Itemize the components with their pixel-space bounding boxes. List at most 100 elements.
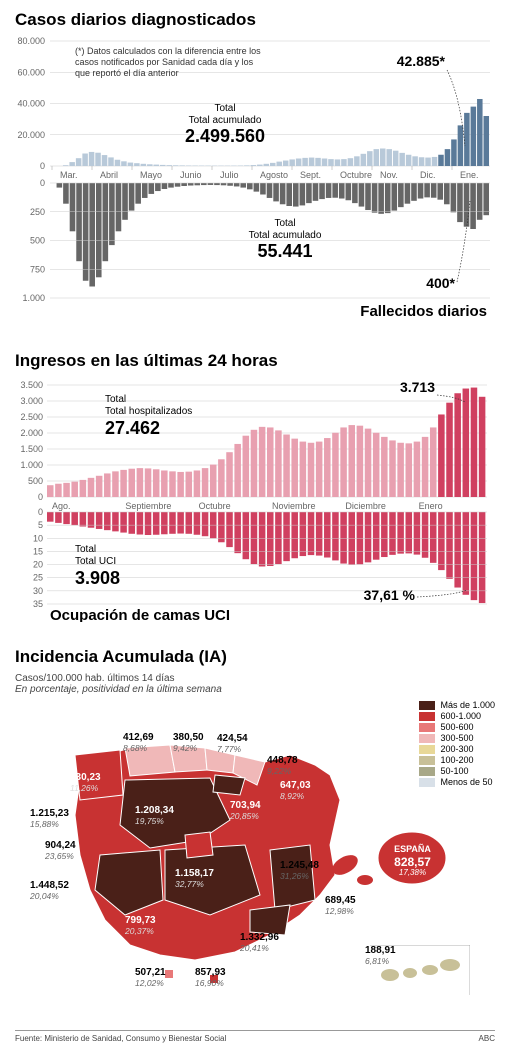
s2-total-val: 55.441 [257, 241, 312, 261]
region-asturias: 412,698,68% [123, 732, 154, 753]
svg-text:10: 10 [33, 533, 43, 543]
region-andalucia: 799,7320,37% [125, 915, 156, 936]
svg-text:60.000: 60.000 [17, 67, 45, 77]
svg-text:Julio: Julio [220, 170, 239, 180]
svg-text:Octubre: Octubre [199, 501, 231, 511]
spain-badge: ESPAÑA 828,57 17,38% [375, 830, 450, 890]
region-paisvasco: 424,547,77% [217, 733, 248, 754]
svg-text:2.500: 2.500 [20, 412, 43, 422]
svg-text:3.000: 3.000 [20, 396, 43, 406]
s1-callout: 42.885* [397, 53, 446, 69]
svg-text:Junio: Junio [180, 170, 202, 180]
s4-total-val: 3.908 [75, 568, 120, 588]
svg-text:1.000: 1.000 [20, 460, 43, 470]
svg-text:Total: Total [105, 394, 126, 405]
s3-total-lbl: Total hospitalizados [105, 406, 192, 417]
s3-total-val: 27.462 [105, 418, 160, 438]
legend-item: 300-500 [419, 733, 495, 743]
svg-text:250: 250 [30, 207, 45, 217]
svg-text:Sept.: Sept. [300, 170, 321, 180]
hosp-chart: 0 500 1.000 1.500 2.000 2.500 3.000 3.500 Total… [15, 377, 495, 622]
legend-item: 100-200 [419, 755, 495, 765]
svg-text:Mar.: Mar. [60, 170, 78, 180]
source-line: Fuente: Ministerio de Sanidad, Consumo y… [15, 1030, 495, 1043]
map-sub2: En porcentaje, positividad en la última … [15, 684, 495, 695]
svg-text:Octubre: Octubre [340, 170, 372, 180]
region-extremadura: 1.448,5220,04% [30, 880, 69, 901]
region-murcia: 1.332,9620,41% [240, 932, 279, 953]
s1-total-lbl2: Total acumulado [189, 115, 262, 126]
s4-callout: 37,61 % [364, 587, 416, 603]
region-castillamancha: 1.158,1732,77% [175, 868, 214, 889]
region-cantabria: 380,509,42% [173, 732, 204, 753]
svg-text:Dic.: Dic. [420, 170, 436, 180]
svg-text:40.000: 40.000 [17, 99, 45, 109]
svg-text:Ene.: Ene. [460, 170, 479, 180]
region-valencia: 1.245,4831,26% [280, 860, 319, 881]
svg-text:5: 5 [38, 520, 43, 530]
footnote: (*) Datos calculados con la diferencia e… [75, 46, 265, 78]
svg-text:0: 0 [38, 507, 43, 517]
s4-total-lbl: Total UCI [75, 556, 116, 567]
legend-item: 600-1.000 [419, 711, 495, 721]
spain-map [35, 700, 395, 1000]
svg-text:35: 35 [33, 599, 43, 609]
svg-text:15: 15 [33, 546, 43, 556]
svg-text:Diciembre: Diciembre [345, 501, 386, 511]
svg-text:750: 750 [30, 264, 45, 274]
source-left: Fuente: Ministerio de Sanidad, Consumo y… [15, 1034, 226, 1043]
svg-text:2.000: 2.000 [20, 428, 43, 438]
svg-text:Total: Total [274, 218, 295, 229]
region-canarias: 188,916,81% [365, 945, 396, 966]
s1-total-lbl1: Total [214, 103, 235, 114]
svg-text:Agosto: Agosto [260, 170, 288, 180]
region-melilla: 857,9316,90% [195, 967, 226, 988]
svg-text:20.000: 20.000 [17, 130, 45, 140]
map-title: Incidencia Acumulada (IA) [15, 647, 495, 667]
svg-text:25: 25 [33, 573, 43, 583]
legend-item: 50-100 [419, 766, 495, 776]
region-aragon: 647,038,92% [280, 780, 311, 801]
map-legend: Más de 1.000600-1.000500-600300-500200-3… [419, 700, 495, 788]
region-rioja: 1.215,2315,88% [30, 808, 69, 829]
svg-text:1.000: 1.000 [22, 293, 45, 303]
svg-text:Noviembre: Noviembre [272, 501, 316, 511]
region-ceuta: 507,2112,02% [135, 967, 166, 988]
section1-title: Casos diarios diagnosticados [15, 10, 495, 30]
map-section: Incidencia Acumulada (IA) Casos/100.000 … [15, 647, 495, 1010]
s1-total-val: 2.499.560 [185, 126, 265, 146]
region-baleares: 689,4512,98% [325, 895, 356, 916]
s3-callout: 3.713 [400, 379, 435, 395]
svg-text:Abril: Abril [100, 170, 118, 180]
s4-title: Ocupación de camas UCI [50, 607, 230, 622]
legend-item: Menos de 50 [419, 777, 495, 787]
legend-item: 200-300 [419, 744, 495, 754]
legend-item: 500-600 [419, 722, 495, 732]
svg-text:Ago.: Ago. [52, 501, 71, 511]
svg-text:Total: Total [75, 544, 96, 555]
svg-text:30: 30 [33, 586, 43, 596]
svg-text:Nov.: Nov. [380, 170, 398, 180]
svg-text:80.000: 80.000 [17, 36, 45, 46]
section3-title: Ingresos en las últimas 24 horas [15, 351, 495, 371]
svg-text:0: 0 [38, 492, 43, 502]
svg-text:Enero: Enero [419, 501, 443, 511]
svg-text:Mayo: Mayo [140, 170, 162, 180]
region-navarra: 448,789,22% [267, 755, 298, 776]
mirror-chart: 0 20.000 40.000 60.000 80.000 (*) Datos calc… [15, 36, 495, 326]
svg-text:Septiembre: Septiembre [125, 501, 171, 511]
region-cataluna: 703,9420,85% [230, 800, 261, 821]
svg-text:3.500: 3.500 [20, 380, 43, 390]
region-galicia: 630,2311,26% [70, 772, 101, 793]
source-right: ABC [479, 1034, 495, 1043]
svg-text:1.500: 1.500 [20, 444, 43, 454]
svg-text:20: 20 [33, 560, 43, 570]
svg-text:500: 500 [28, 476, 43, 486]
s2-total-lbl: Total acumulado [249, 230, 322, 241]
svg-text:0: 0 [40, 161, 45, 171]
svg-text:0: 0 [40, 178, 45, 188]
s2-callout: 400* [426, 275, 455, 291]
legend-item: Más de 1.000 [419, 700, 495, 710]
map-sub1: Casos/100.000 hab. últimos 14 días [15, 673, 495, 684]
s2-title: Fallecidos diarios [360, 303, 487, 320]
